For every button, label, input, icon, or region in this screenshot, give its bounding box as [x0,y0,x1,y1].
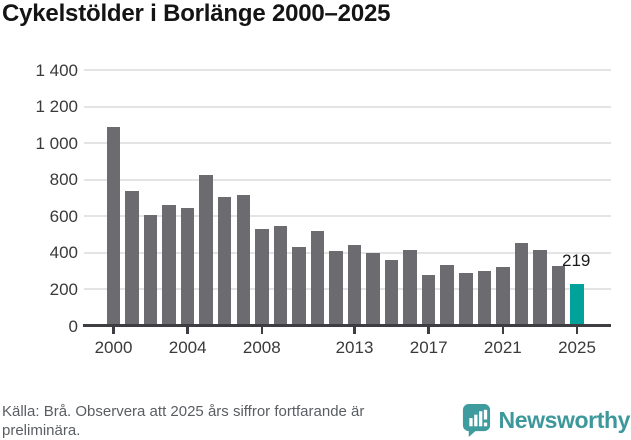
bar-2021 [496,266,510,325]
bar-2005 [199,174,213,325]
x-axis-label-2013: 2013 [335,338,374,357]
bar-2024 [551,265,566,325]
x-axis-tick-2008 [260,327,264,334]
source-note: Källa: Brå. Observera att 2025 års siffr… [2,402,364,440]
source-line: Källa: Brå. Observera att 2025 års siffr… [2,403,365,420]
bar-2019 [459,273,473,325]
bar-2015 [384,259,399,325]
bar-2020 [477,271,492,325]
newsworthy-logo[interactable]: Newsworthy [461,402,630,437]
bar-2008 [255,228,269,325]
y-axis-label-600: 600 [49,206,78,226]
gridline-600 [84,215,611,218]
bar-2007 [236,194,251,325]
x-axis-label-2025: 2025 [558,338,596,357]
x-axis-tick-2000 [112,327,115,334]
newsworthy-wordmark: Newsworthy [498,406,631,433]
highlight-value-label: 219 [562,251,591,271]
y-axis-label-1000: 1 000 [35,133,78,153]
y-axis-label-400: 400 [49,243,78,263]
y-axis-label-1200: 1 200 [35,97,78,117]
x-axis-tick-2017 [427,327,430,334]
y-axis-label-1400: 1 400 [35,60,78,80]
bar-2010 [292,246,306,325]
source-line: preliminära. [2,422,81,439]
x-axis-label-2017: 2017 [409,338,448,357]
footer: Källa: Brå. Observera att 2025 års siffr… [0,398,631,439]
x-axis-tick-2021 [501,327,505,334]
x-axis-label-2000: 2000 [94,338,133,357]
x-axis-tick-2004 [186,327,189,334]
bar-2009 [273,225,288,325]
bar-2003 [162,204,176,325]
bar-chart-plot-area: 0 200 400 600 800 1 000 1 200 1 400 2000 2004 2008… [35,60,611,357]
gridline-400 [84,251,611,254]
bar-2017 [421,275,436,325]
gridline-200 [84,288,611,291]
x-axis-tick-2025 [575,327,579,334]
bar-2025 [570,284,584,325]
x-axis-label-2021: 2021 [483,338,522,357]
bar-2011 [310,231,325,325]
bar-2016 [403,250,417,325]
x-axis-line [83,324,611,327]
x-axis-tick-2013 [353,327,356,334]
gridline-1400 [84,69,611,71]
bar-2000 [106,127,121,325]
gridline-800 [84,178,611,181]
bar-2022 [514,243,529,325]
x-axis-label-2004: 2004 [168,338,207,357]
gridline-1000 [84,142,611,145]
x-axis-label-2008: 2008 [242,338,281,357]
bar-2001 [125,191,139,325]
y-axis-label-0: 0 [68,316,78,336]
bar-2012 [329,251,343,325]
bar-2006 [217,196,232,325]
bar-2002 [143,214,158,325]
bar-2018 [440,265,454,325]
newsworthy-bubble-chart-icon [462,404,490,437]
bar-2014 [366,253,380,325]
bar-2023 [533,250,547,325]
chart-title: Cykelstölder i Borlänge 2000–2025 [2,0,391,27]
bar-2013 [347,244,362,325]
bar-2004 [180,208,195,325]
y-axis-label-800: 800 [49,170,78,190]
gridline-1200 [84,105,611,108]
y-axis-label-200: 200 [49,279,78,299]
